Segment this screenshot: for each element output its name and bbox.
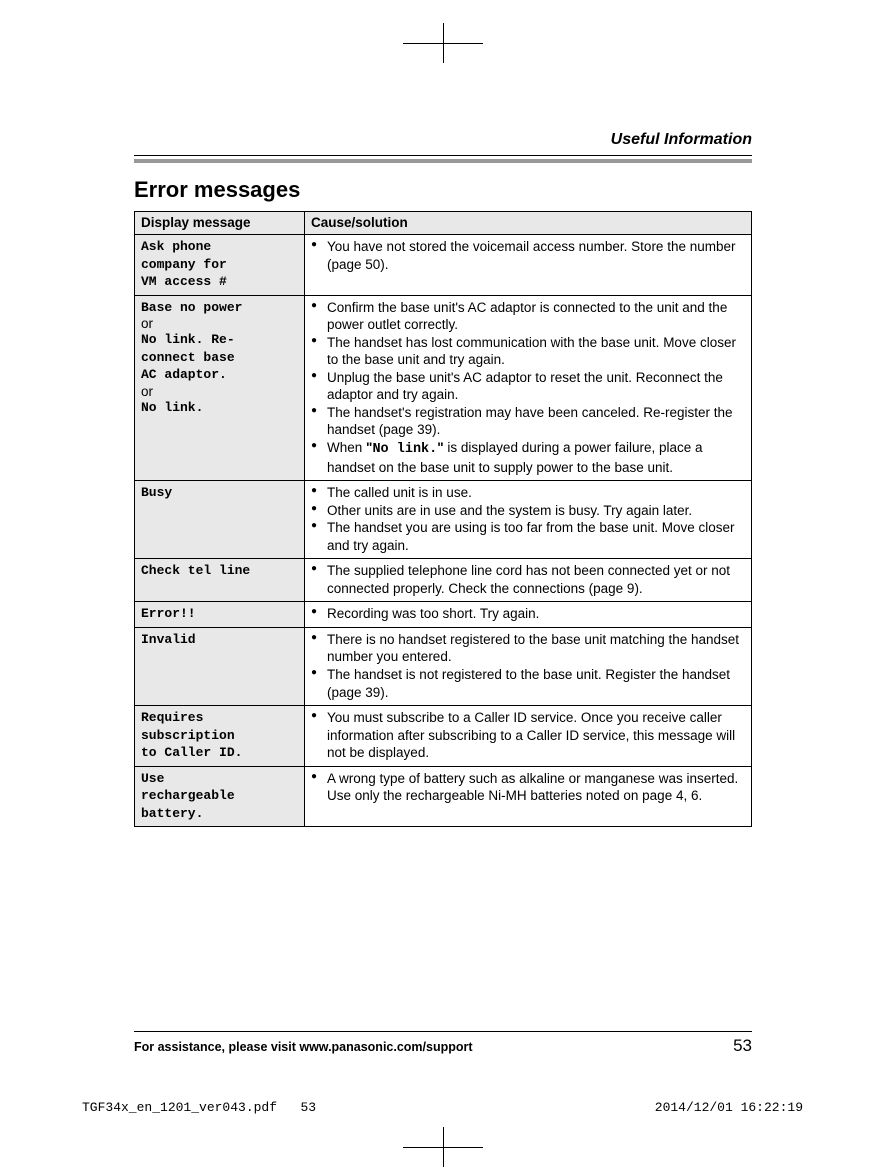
solution-list: You must subscribe to a Caller ID servic… [311, 709, 745, 762]
print-info: TGF34x_en_1201_ver043.pdf 53 2014/12/01 … [82, 1100, 803, 1115]
header-rule [134, 155, 752, 156]
solution-item: You must subscribe to a Caller ID servic… [311, 709, 745, 762]
page-heading: Error messages [134, 177, 752, 203]
page-number: 53 [733, 1036, 752, 1056]
solution-item: You have not stored the voicemail access… [311, 238, 745, 273]
solution-cell: You must subscribe to a Caller ID servic… [305, 706, 752, 767]
solution-cell: A wrong type of battery such as alkaline… [305, 766, 752, 827]
message-line: company for [141, 256, 298, 274]
solution-item: Recording was too short. Try again. [311, 605, 745, 623]
error-messages-table: Display message Cause/solution Ask phone… [134, 211, 752, 827]
message-line: to Caller ID. [141, 744, 298, 762]
message-line: connect base [141, 349, 298, 367]
header-thick-rule [134, 159, 752, 163]
solution-cell: You have not stored the voicemail access… [305, 235, 752, 296]
display-message-cell: Invalid [135, 627, 305, 705]
message-line: battery. [141, 805, 298, 823]
message-line: Requires [141, 709, 298, 727]
solution-item: Confirm the base unit's AC adaptor is co… [311, 299, 745, 334]
solution-item: The handset you are using is too far fro… [311, 519, 745, 554]
message-line: No link. Re- [141, 331, 298, 349]
solution-item: There is no handset registered to the ba… [311, 631, 745, 666]
solution-list: Confirm the base unit's AC adaptor is co… [311, 299, 745, 476]
message-line: No link. [141, 399, 298, 417]
inline-mono-text: No link. [372, 442, 437, 457]
message-line: Error!! [141, 605, 298, 623]
table-row: Base no powerorNo link. Re-connect baseA… [135, 295, 752, 480]
print-file: TGF34x_en_1201_ver043.pdf [82, 1100, 277, 1115]
message-line: or [141, 316, 298, 331]
solution-item: Unplug the base unit's AC adaptor to res… [311, 369, 745, 404]
message-line: or [141, 384, 298, 399]
table-row: Check tel line The supplied telephone lin… [135, 559, 752, 602]
table-row: Userechargeablebattery.A wrong type of b… [135, 766, 752, 827]
table-row: Busy The called unit is in use.Other unit… [135, 481, 752, 559]
display-message-cell: Check tel line [135, 559, 305, 602]
solution-cell: The called unit is in use.Other units ar… [305, 481, 752, 559]
table-row: Requiressubscriptionto Caller ID.You mus… [135, 706, 752, 767]
solution-list: You have not stored the voicemail access… [311, 238, 745, 273]
solution-item: When "No link." is displayed during a po… [311, 439, 745, 476]
solution-list: The supplied telephone line cord has not… [311, 562, 745, 597]
crop-mark-top [403, 43, 483, 44]
display-message-cell: Base no powerorNo link. Re-connect baseA… [135, 295, 305, 480]
solution-cell: Confirm the base unit's AC adaptor is co… [305, 295, 752, 480]
solution-item: Other units are in use and the system is… [311, 502, 745, 520]
message-line: Use [141, 770, 298, 788]
table-row: Ask phonecompany forVM access #You have … [135, 235, 752, 296]
message-line: Check tel line [141, 562, 298, 580]
print-timestamp: 2014/12/01 16:22:19 [655, 1100, 803, 1115]
print-file-info: TGF34x_en_1201_ver043.pdf 53 [82, 1100, 316, 1115]
message-line: Busy [141, 484, 298, 502]
solution-cell: Recording was too short. Try again. [305, 602, 752, 628]
message-line: subscription [141, 727, 298, 745]
display-message-cell: Busy [135, 481, 305, 559]
solution-list: There is no handset registered to the ba… [311, 631, 745, 701]
crop-mark-bottom [403, 1147, 483, 1148]
solution-item: The called unit is in use. [311, 484, 745, 502]
solution-list: A wrong type of battery such as alkaline… [311, 770, 745, 805]
solution-list: Recording was too short. Try again. [311, 605, 745, 623]
message-line: AC adaptor. [141, 366, 298, 384]
display-message-cell: Userechargeablebattery. [135, 766, 305, 827]
message-line: Base no power [141, 299, 298, 317]
section-title: Useful Information [134, 131, 752, 155]
solution-item: The supplied telephone line cord has not… [311, 562, 745, 597]
page-footer: For assistance, please visit www.panason… [134, 1031, 752, 1056]
table-row: Invalid There is no handset registered to… [135, 627, 752, 705]
table-header-display: Display message [135, 212, 305, 235]
message-line: Invalid [141, 631, 298, 649]
table-row: Error!! Recording was too short. Try agai… [135, 602, 752, 628]
display-message-cell: Ask phonecompany forVM access # [135, 235, 305, 296]
solution-cell: There is no handset registered to the ba… [305, 627, 752, 705]
message-line: VM access # [141, 273, 298, 291]
page-content: Useful Information Error messages Displa… [134, 131, 752, 827]
message-line: rechargeable [141, 787, 298, 805]
message-line: Ask phone [141, 238, 298, 256]
solution-cell: The supplied telephone line cord has not… [305, 559, 752, 602]
solution-item: The handset is not registered to the bas… [311, 666, 745, 701]
print-page: 53 [300, 1100, 316, 1115]
solution-item: The handset's registration may have been… [311, 404, 745, 439]
solution-item: The handset has lost communication with … [311, 334, 745, 369]
solution-item: A wrong type of battery such as alkaline… [311, 770, 745, 805]
footer-text: For assistance, please visit www.panason… [134, 1040, 473, 1054]
table-header-cause: Cause/solution [305, 212, 752, 235]
solution-list: The called unit is in use.Other units ar… [311, 484, 745, 554]
display-message-cell: Error!! [135, 602, 305, 628]
display-message-cell: Requiressubscriptionto Caller ID. [135, 706, 305, 767]
